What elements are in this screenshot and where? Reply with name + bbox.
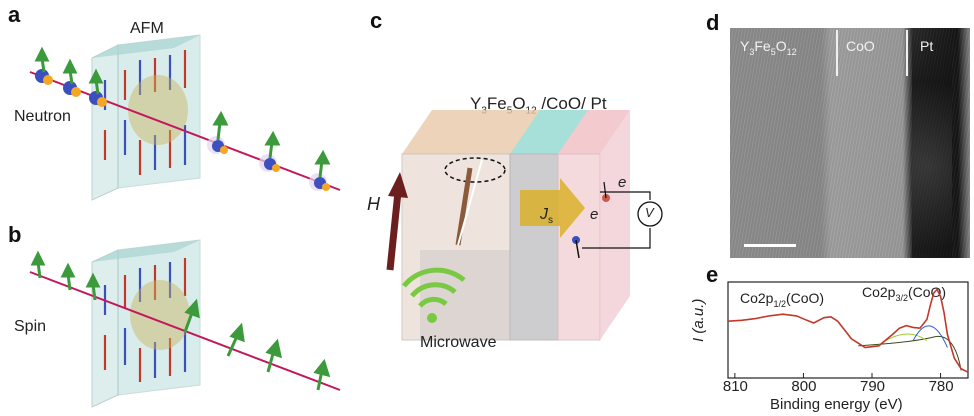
neutron-label: Neutron <box>14 108 71 125</box>
xps-plot <box>727 281 969 379</box>
spin-label: Spin <box>14 318 47 335</box>
peak2-label: Co2p3/2(CoO) <box>862 284 947 303</box>
panel-label-e: e <box>706 262 719 287</box>
x-tick-labels: 810 800 790 780 <box>722 378 970 398</box>
peak1-label: Co2p1/2(CoO) <box>740 290 825 309</box>
electron-label-top: e <box>618 174 627 191</box>
x-axis-label: Binding energy (eV) <box>770 396 903 413</box>
layer-divider-2 <box>906 30 908 76</box>
electron-label-bottom: e <box>590 206 599 223</box>
stack-title: Y3Fe5O12 /CoO/ Pt <box>470 94 607 116</box>
fit-main-peak <box>912 325 948 348</box>
current-label: Js <box>540 206 553 227</box>
x-tick-label: 810 <box>722 378 748 395</box>
panel-label-d: d <box>706 10 720 35</box>
afm-label: AFM <box>130 20 164 37</box>
tem-layer-pt: Pt <box>920 38 934 54</box>
y-axis-label: I (a.u.) <box>690 298 707 342</box>
scale-bar <box>744 244 796 247</box>
panel-label-b: b <box>8 222 22 247</box>
plot-frame <box>727 281 969 379</box>
layer-divider-1 <box>836 30 838 76</box>
panel-label-c: c <box>370 8 383 33</box>
panel-label-a: a <box>8 2 21 27</box>
fit-background <box>858 335 962 371</box>
tem-layer-coo: CoO <box>846 38 875 54</box>
tem-image: Y3Fe5O12 CoO Pt <box>730 28 970 258</box>
xps-data-line <box>727 288 969 373</box>
tem-layer-yig: Y3Fe5O12 <box>740 38 797 57</box>
x-tick-label: 790 <box>860 378 886 395</box>
microwave-label: Microwave <box>420 334 497 351</box>
voltmeter-label: V <box>645 205 654 220</box>
x-tick-label: 800 <box>791 378 817 395</box>
panel-a-illustration <box>29 34 341 201</box>
panel-c-illustration <box>386 110 663 341</box>
field-label: H <box>367 194 380 214</box>
panel-b-illustration <box>29 239 341 408</box>
x-tick-label: 780 <box>928 378 954 395</box>
